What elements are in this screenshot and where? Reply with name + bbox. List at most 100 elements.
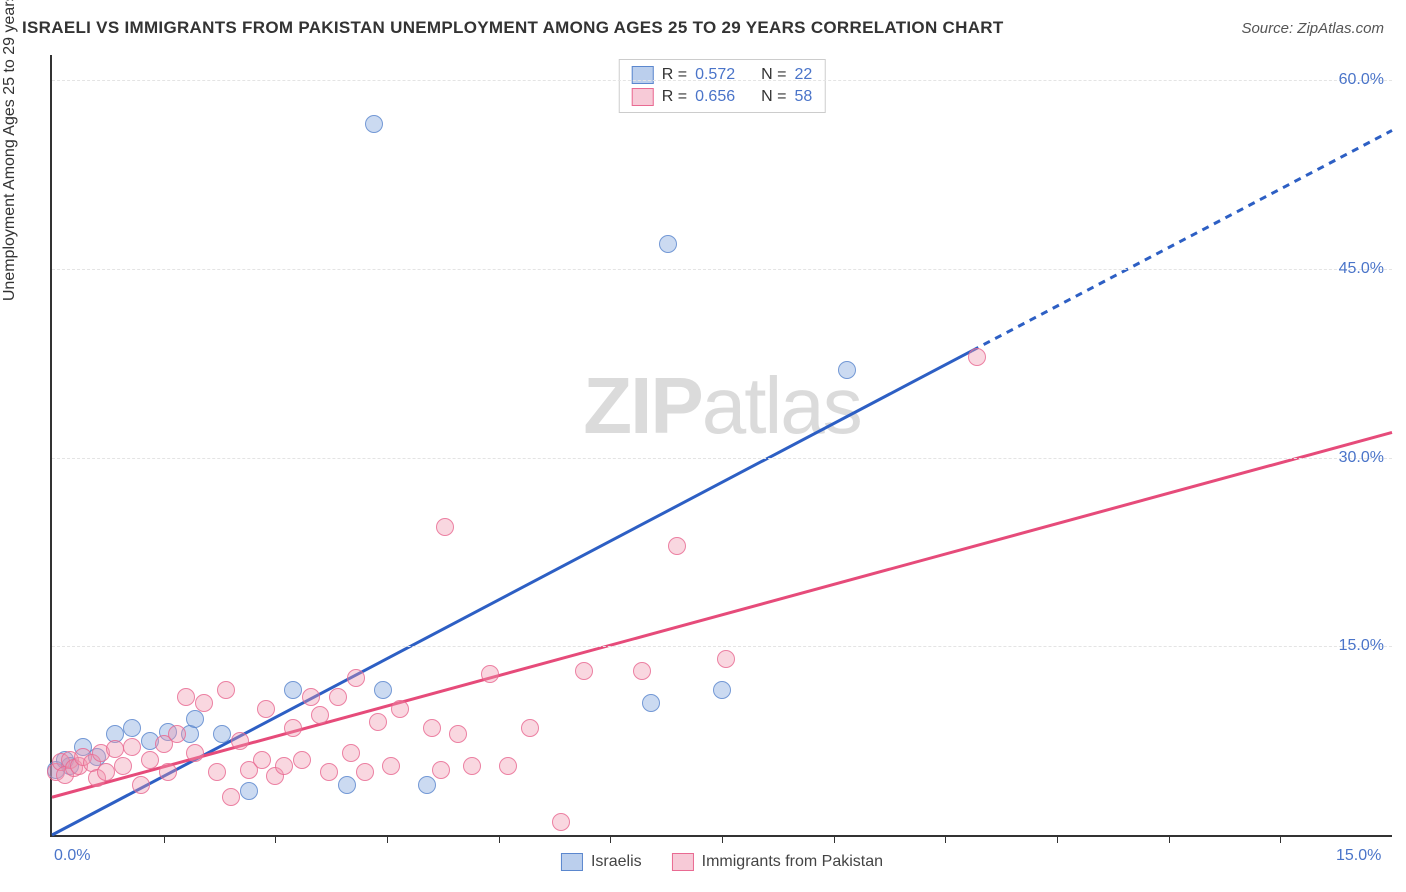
data-point-israelis xyxy=(418,776,436,794)
x-tick xyxy=(275,835,276,843)
legend-row-pakistan: R =0.656N =58 xyxy=(632,86,813,108)
data-point-pakistan xyxy=(463,757,481,775)
data-point-pakistan xyxy=(717,650,735,668)
data-point-pakistan xyxy=(217,681,235,699)
data-point-israelis xyxy=(365,115,383,133)
correlation-legend: R =0.572N =22R =0.656N =58 xyxy=(619,59,826,113)
data-point-pakistan xyxy=(114,757,132,775)
data-point-israelis xyxy=(642,694,660,712)
data-point-israelis xyxy=(186,710,204,728)
data-point-israelis xyxy=(713,681,731,699)
data-point-israelis xyxy=(213,725,231,743)
chart-source: Source: ZipAtlas.com xyxy=(1241,20,1384,37)
y-tick-label: 15.0% xyxy=(1339,637,1384,655)
legend-n-value: 58 xyxy=(794,88,812,106)
data-point-pakistan xyxy=(481,665,499,683)
data-point-israelis xyxy=(838,361,856,379)
legend-swatch xyxy=(632,66,654,84)
data-point-pakistan xyxy=(97,763,115,781)
y-axis-label: Unemployment Among Ages 25 to 29 years xyxy=(1,0,19,301)
gridline xyxy=(52,646,1392,647)
data-point-pakistan xyxy=(302,688,320,706)
data-point-pakistan xyxy=(423,719,441,737)
data-point-pakistan xyxy=(132,776,150,794)
data-point-pakistan xyxy=(195,694,213,712)
data-point-israelis xyxy=(240,782,258,800)
chart-title: ISRAELI VS IMMIGRANTS FROM PAKISTAN UNEM… xyxy=(22,18,1004,38)
data-point-pakistan xyxy=(633,662,651,680)
data-point-pakistan xyxy=(177,688,195,706)
legend-n-label: N = xyxy=(761,66,786,84)
data-point-pakistan xyxy=(521,719,539,737)
x-tick xyxy=(722,835,723,843)
data-point-pakistan xyxy=(141,751,159,769)
data-point-pakistan xyxy=(668,537,686,555)
data-point-pakistan xyxy=(159,763,177,781)
data-point-pakistan xyxy=(382,757,400,775)
data-point-pakistan xyxy=(432,761,450,779)
data-point-pakistan xyxy=(123,738,141,756)
gridline xyxy=(52,269,1392,270)
legend-swatch xyxy=(672,853,694,871)
x-tick xyxy=(945,835,946,843)
data-point-pakistan xyxy=(257,700,275,718)
chart-header: ISRAELI VS IMMIGRANTS FROM PAKISTAN UNEM… xyxy=(22,18,1384,38)
plot-area: ZIPatlas R =0.572N =22R =0.656N =58 Isra… xyxy=(50,55,1392,837)
legend-swatch xyxy=(632,88,654,106)
gridline xyxy=(52,80,1392,81)
series-legend: Israelis Immigrants from Pakistan xyxy=(561,853,883,871)
legend-r-label: R = xyxy=(662,66,687,84)
data-point-pakistan xyxy=(222,788,240,806)
legend-r-label: R = xyxy=(662,88,687,106)
legend-n-label: N = xyxy=(761,88,786,106)
x-tick-label: 0.0% xyxy=(54,847,90,865)
y-tick-label: 60.0% xyxy=(1339,71,1384,89)
data-point-pakistan xyxy=(391,700,409,718)
regression-lines xyxy=(52,55,1392,835)
legend-n-value: 22 xyxy=(794,66,812,84)
data-point-pakistan xyxy=(253,751,271,769)
x-tick xyxy=(1169,835,1170,843)
data-point-israelis xyxy=(659,235,677,253)
x-tick xyxy=(387,835,388,843)
data-point-pakistan xyxy=(499,757,517,775)
data-point-pakistan xyxy=(575,662,593,680)
y-tick-label: 30.0% xyxy=(1339,449,1384,467)
data-point-israelis xyxy=(374,681,392,699)
legend-row-israelis: R =0.572N =22 xyxy=(632,64,813,86)
series-legend-label: Immigrants from Pakistan xyxy=(702,853,883,871)
series-legend-item-pakistan: Immigrants from Pakistan xyxy=(672,853,883,871)
data-point-pakistan xyxy=(275,757,293,775)
x-tick xyxy=(1057,835,1058,843)
data-point-israelis xyxy=(123,719,141,737)
data-point-pakistan xyxy=(106,740,124,758)
data-point-pakistan xyxy=(449,725,467,743)
data-point-pakistan xyxy=(186,744,204,762)
x-tick xyxy=(499,835,500,843)
series-legend-item-israelis: Israelis xyxy=(561,853,642,871)
data-point-pakistan xyxy=(342,744,360,762)
x-tick xyxy=(164,835,165,843)
data-point-pakistan xyxy=(436,518,454,536)
data-point-pakistan xyxy=(293,751,311,769)
data-point-pakistan xyxy=(320,763,338,781)
data-point-pakistan xyxy=(231,732,249,750)
series-legend-label: Israelis xyxy=(591,853,642,871)
data-point-pakistan xyxy=(347,669,365,687)
data-point-pakistan xyxy=(208,763,226,781)
data-point-israelis xyxy=(338,776,356,794)
data-point-pakistan xyxy=(552,813,570,831)
x-tick xyxy=(1280,835,1281,843)
data-point-pakistan xyxy=(311,706,329,724)
x-tick xyxy=(610,835,611,843)
data-point-pakistan xyxy=(369,713,387,731)
watermark: ZIPatlas xyxy=(583,360,860,452)
y-tick-label: 45.0% xyxy=(1339,260,1384,278)
data-point-pakistan xyxy=(168,725,186,743)
data-point-pakistan xyxy=(284,719,302,737)
legend-swatch xyxy=(561,853,583,871)
gridline xyxy=(52,458,1392,459)
x-tick-label: 15.0% xyxy=(1336,847,1381,865)
data-point-pakistan xyxy=(968,348,986,366)
data-point-pakistan xyxy=(329,688,347,706)
